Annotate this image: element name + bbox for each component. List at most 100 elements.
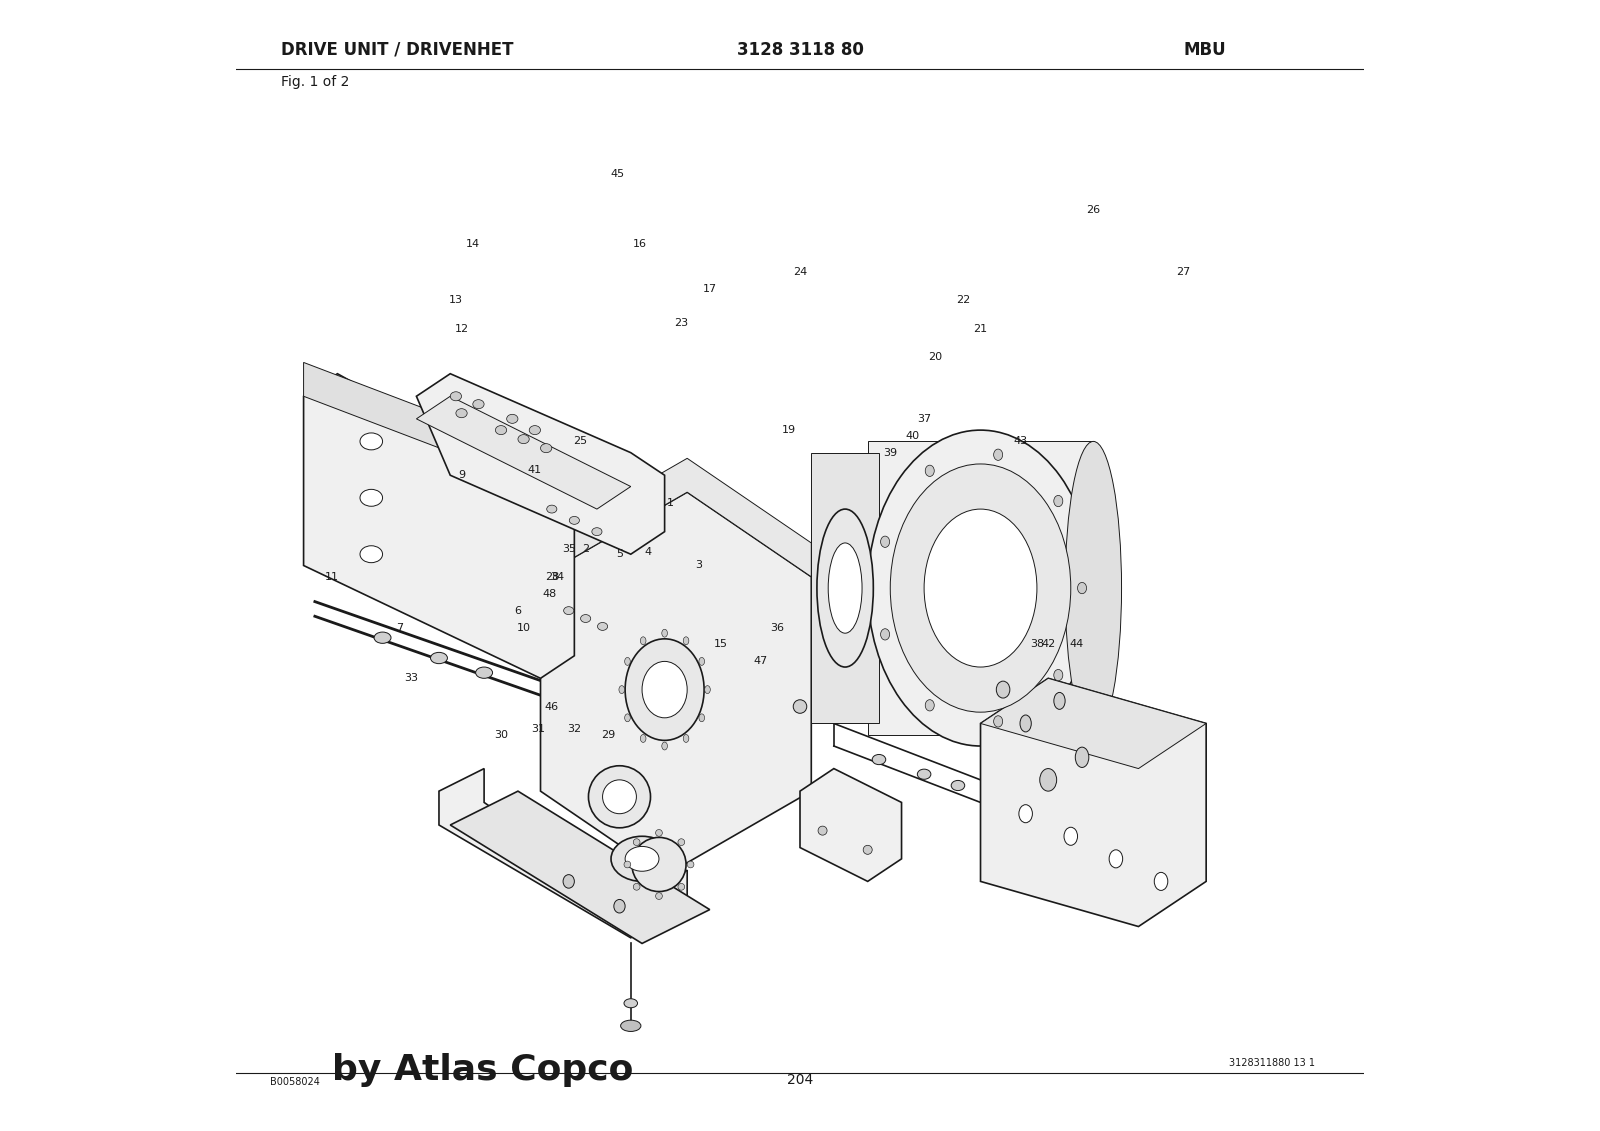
- Ellipse shape: [632, 837, 686, 891]
- Ellipse shape: [640, 734, 646, 742]
- Text: 40: 40: [906, 431, 920, 441]
- Text: 28: 28: [544, 572, 558, 581]
- Ellipse shape: [1054, 670, 1062, 681]
- Polygon shape: [450, 792, 710, 943]
- Ellipse shape: [624, 861, 630, 867]
- Ellipse shape: [699, 714, 704, 722]
- Ellipse shape: [872, 754, 886, 765]
- Ellipse shape: [1066, 441, 1122, 735]
- Ellipse shape: [547, 506, 557, 513]
- Ellipse shape: [640, 637, 646, 645]
- Ellipse shape: [592, 528, 602, 536]
- Ellipse shape: [794, 700, 806, 714]
- Text: 3128311880 13 1: 3128311880 13 1: [1229, 1057, 1315, 1068]
- Text: DRIVE UNIT / DRIVENHET: DRIVE UNIT / DRIVENHET: [282, 41, 514, 59]
- Text: 20: 20: [928, 352, 942, 362]
- Ellipse shape: [634, 839, 640, 846]
- Text: 21: 21: [973, 323, 987, 334]
- Ellipse shape: [880, 536, 890, 547]
- Text: 11: 11: [325, 572, 339, 581]
- Text: 41: 41: [528, 465, 542, 475]
- Ellipse shape: [475, 667, 493, 679]
- Text: 25: 25: [573, 437, 587, 447]
- Text: 24: 24: [794, 267, 806, 277]
- Text: 38: 38: [1030, 639, 1043, 649]
- Text: 39: 39: [883, 448, 898, 458]
- Polygon shape: [416, 373, 664, 554]
- Ellipse shape: [997, 681, 1010, 698]
- Text: 1: 1: [667, 499, 674, 509]
- Text: 36: 36: [771, 622, 784, 632]
- Text: 47: 47: [754, 656, 768, 666]
- Polygon shape: [416, 396, 630, 509]
- Ellipse shape: [994, 449, 1003, 460]
- Ellipse shape: [611, 836, 674, 881]
- Text: 34: 34: [550, 572, 565, 581]
- Ellipse shape: [656, 829, 662, 836]
- Text: 17: 17: [702, 284, 717, 294]
- Text: 42: 42: [1042, 639, 1056, 649]
- Ellipse shape: [450, 391, 461, 400]
- Ellipse shape: [1154, 872, 1168, 890]
- Ellipse shape: [430, 653, 448, 664]
- Text: 12: 12: [454, 323, 469, 334]
- Text: 27: 27: [1176, 267, 1190, 277]
- Ellipse shape: [597, 622, 608, 630]
- Ellipse shape: [541, 443, 552, 452]
- Ellipse shape: [474, 399, 485, 408]
- Ellipse shape: [829, 543, 862, 633]
- Ellipse shape: [496, 425, 507, 434]
- Text: 23: 23: [675, 318, 688, 328]
- Text: 43: 43: [1013, 437, 1027, 447]
- Ellipse shape: [1075, 748, 1090, 768]
- Text: 13: 13: [450, 295, 462, 305]
- Ellipse shape: [360, 433, 382, 450]
- Ellipse shape: [862, 845, 872, 854]
- Text: 7: 7: [395, 622, 403, 632]
- Text: 26: 26: [1086, 205, 1101, 215]
- Ellipse shape: [683, 637, 690, 645]
- Text: 5: 5: [616, 550, 622, 559]
- Text: 6: 6: [515, 605, 522, 615]
- Ellipse shape: [994, 716, 1003, 727]
- Ellipse shape: [634, 883, 640, 890]
- Text: 46: 46: [544, 701, 558, 711]
- Ellipse shape: [624, 714, 630, 722]
- Ellipse shape: [642, 662, 686, 718]
- Text: 19: 19: [782, 425, 795, 435]
- Polygon shape: [867, 441, 1093, 735]
- Ellipse shape: [1021, 715, 1032, 732]
- Text: Fig. 1 of 2: Fig. 1 of 2: [282, 75, 349, 88]
- Text: 22: 22: [957, 295, 971, 305]
- Polygon shape: [438, 769, 686, 938]
- Ellipse shape: [917, 769, 931, 779]
- Text: 15: 15: [714, 639, 728, 649]
- Ellipse shape: [614, 899, 626, 913]
- Text: 29: 29: [602, 729, 616, 740]
- Polygon shape: [541, 458, 811, 577]
- Ellipse shape: [530, 425, 541, 434]
- Ellipse shape: [662, 742, 667, 750]
- Text: 31: 31: [531, 724, 546, 734]
- Ellipse shape: [1077, 582, 1086, 594]
- Text: 44: 44: [1069, 639, 1083, 649]
- Ellipse shape: [456, 408, 467, 417]
- Text: 3128 3118 80: 3128 3118 80: [736, 41, 864, 59]
- Polygon shape: [304, 373, 574, 679]
- Ellipse shape: [589, 766, 651, 828]
- Text: B0058024: B0058024: [270, 1077, 320, 1087]
- Ellipse shape: [621, 1020, 642, 1031]
- Text: 2: 2: [582, 544, 589, 553]
- Polygon shape: [811, 452, 878, 724]
- Ellipse shape: [925, 700, 934, 711]
- Text: 10: 10: [517, 622, 531, 632]
- Ellipse shape: [818, 509, 874, 667]
- Ellipse shape: [683, 734, 690, 742]
- Ellipse shape: [686, 861, 694, 867]
- Ellipse shape: [626, 639, 704, 741]
- Polygon shape: [800, 769, 901, 881]
- Text: 14: 14: [466, 239, 480, 249]
- Ellipse shape: [563, 606, 574, 614]
- Ellipse shape: [626, 846, 659, 871]
- Ellipse shape: [890, 464, 1070, 713]
